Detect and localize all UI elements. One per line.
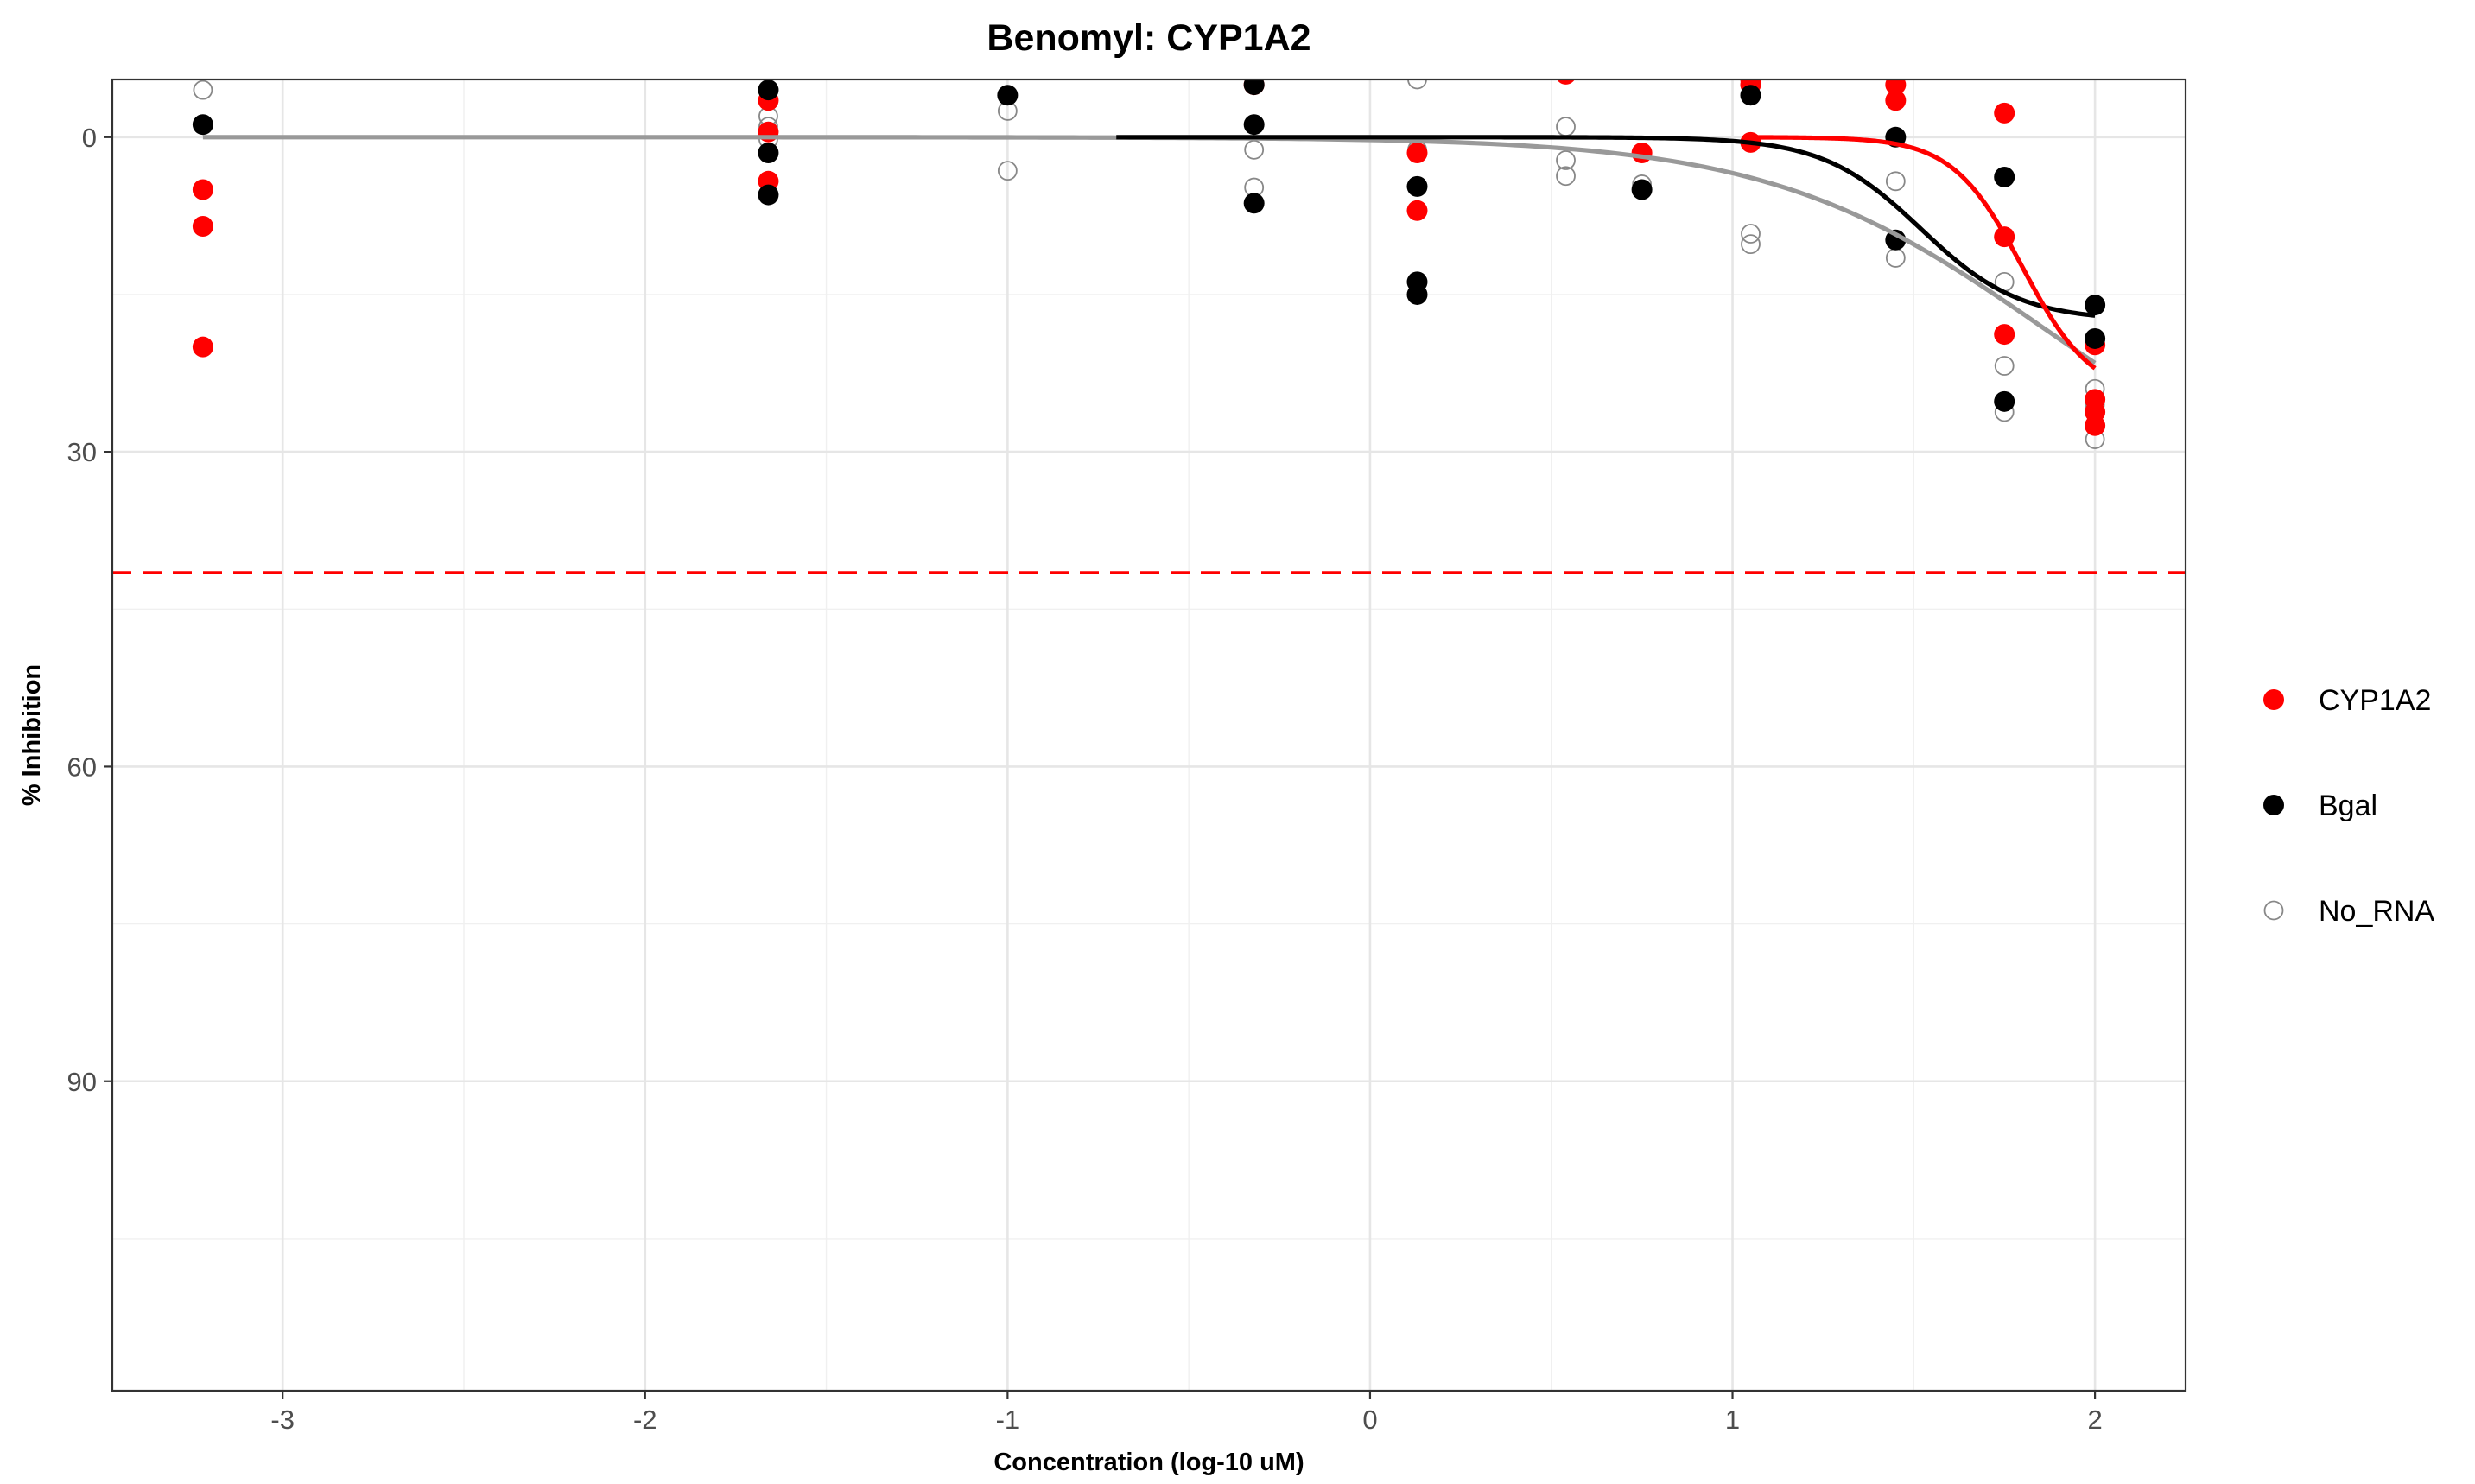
data-point-no_rna: [1885, 171, 1906, 192]
data-point-bgal: [1243, 79, 1265, 96]
data-point-cyp1a2: [1885, 79, 1907, 96]
data-point-no_rna: [1741, 234, 1761, 255]
data-point-cyp1a2: [192, 336, 213, 358]
legend-key-bgal: [2263, 795, 2284, 815]
y-tick-label: 30: [67, 437, 97, 467]
data-point-no_rna: [193, 79, 213, 100]
y-tick-label: 60: [67, 752, 97, 782]
x-tick-label: 1: [1725, 1405, 1740, 1435]
y-tick-label: 0: [82, 123, 97, 153]
data-point-no_rna: [1556, 166, 1576, 187]
y-tick-label: 90: [67, 1067, 97, 1097]
data-point-cyp1a2: [192, 216, 213, 238]
x-axis-title: Concentration (log-10 uM): [993, 1449, 1304, 1476]
data-point-bgal: [997, 85, 1019, 106]
plot-panel-border: [111, 78, 2187, 1392]
x-tick-label: -3: [270, 1405, 295, 1435]
data-point-bgal: [1243, 114, 1265, 136]
data-point-no_rna: [1556, 150, 1576, 170]
data-point-cyp1a2: [2085, 415, 2106, 436]
y-axis-title: % Inhibition: [18, 664, 46, 806]
data-point-bgal: [1994, 390, 2015, 412]
data-point-no_rna: [1407, 79, 1427, 90]
data-point-bgal: [1740, 85, 1761, 106]
legend-key-no_rna: [2263, 900, 2284, 921]
data-point-cyp1a2: [1406, 143, 1428, 164]
axis-ticks: -3 -2 -1 0 1 2 0 30 60 90: [67, 123, 2103, 1435]
data-point-bgal: [1406, 283, 1428, 305]
fitted-curves-layer: [202, 135, 2097, 371]
x-tick-label: 2: [2087, 1405, 2102, 1435]
grid-lines: [112, 79, 2186, 1391]
data-point-bgal: [1406, 175, 1428, 197]
x-tick-label: -1: [996, 1405, 1020, 1435]
data-point-cyp1a2: [1885, 90, 1907, 111]
data-point-bgal: [1243, 193, 1265, 214]
data-point-bgal: [2085, 295, 2106, 316]
x-tick-label: -2: [633, 1405, 657, 1435]
data-point-no_rna: [1994, 356, 2015, 376]
data-point-bgal: [758, 79, 779, 101]
data-points-layer: [192, 79, 2106, 449]
data-point-bgal: [758, 184, 779, 206]
data-point-no_rna: [1741, 224, 1761, 244]
data-point-cyp1a2: [1994, 102, 2015, 124]
legend-key-cyp1a2: [2263, 689, 2284, 710]
data-point-bgal: [758, 143, 779, 164]
data-point-bgal: [1994, 166, 2015, 187]
data-point-cyp1a2: [192, 179, 213, 200]
fitted-curve-cyp1a2: [1749, 135, 2097, 371]
data-point-cyp1a2: [1994, 324, 2015, 346]
data-point-no_rna: [1244, 139, 1265, 160]
fitted-curve-bgal: [1116, 135, 2096, 318]
data-point-cyp1a2: [1557, 79, 1575, 85]
data-point-cyp1a2: [1631, 143, 1653, 164]
legend-label-cyp1a2: CYP1A2: [2319, 684, 2431, 717]
data-point-no_rna: [997, 161, 1018, 181]
data-point-bgal: [1631, 179, 1653, 200]
data-point-cyp1a2: [1406, 200, 1428, 221]
chart-title: Benomyl: CYP1A2: [987, 17, 1310, 59]
legend-label-no_rna: No_RNA: [2319, 895, 2434, 928]
data-point-bgal: [192, 114, 213, 136]
legend-label-bgal: Bgal: [2319, 790, 2377, 822]
legend: CYP1A2 Bgal No_RNA: [2263, 684, 2434, 928]
x-tick-label: 0: [1362, 1405, 1377, 1435]
data-point-bgal: [2085, 327, 2106, 349]
